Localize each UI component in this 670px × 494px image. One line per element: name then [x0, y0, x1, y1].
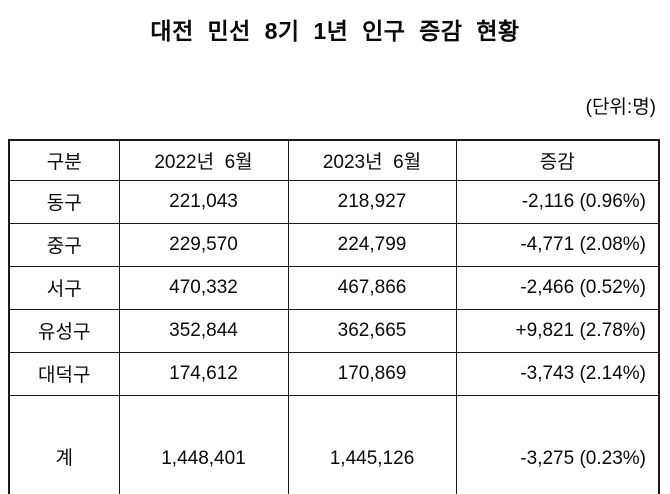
district-cell: 동구	[8, 179, 120, 224]
header-row: 구분 2022년 6월 2023년 6월 증감	[8, 139, 660, 181]
total-change-cell: -3,275 (0.23%) +8,872 (1.32%)	[455, 394, 660, 494]
total-jun2023: 1,445,126	[329, 447, 415, 469]
change-cell: -2,466 (0.52%)	[455, 265, 660, 310]
table-row-yuseonggu: 유성구 352,844 362,665 +9,821 (2.78%)	[8, 308, 660, 353]
district-cell: 중구	[8, 222, 120, 267]
column-header-jun2022: 2022년 6월	[118, 139, 289, 181]
table-row-donggu: 동구 221,043 218,927 -2,116 (0.96%)	[8, 179, 660, 224]
total-label: 계	[55, 447, 73, 469]
district-cell: 유성구	[8, 308, 120, 353]
table-total-row: 계 (세대수) 1,448,401 (670,279) 1,445,126 (6…	[8, 394, 660, 494]
page-title: 대전 민선 8기 1년 인구 증감 현황	[150, 18, 520, 44]
jun2022-cell: 352,844	[118, 308, 289, 353]
jun2023-cell: 170,869	[287, 351, 457, 396]
table-row-seogu: 서구 470,332 467,866 -2,466 (0.52%)	[8, 265, 660, 310]
column-header-change: 증감	[455, 139, 660, 181]
jun2022-cell: 221,043	[118, 179, 289, 224]
total-jun2022: 1,448,401	[161, 447, 246, 469]
table-row-daedeokgu: 대덕구 174,612 170,869 -3,743 (2.14%)	[8, 351, 660, 396]
column-header-category: 구분	[8, 139, 120, 181]
jun2022-cell: 229,570	[118, 222, 289, 267]
jun2023-cell: 362,665	[287, 308, 457, 353]
column-header-jun2023: 2023년 6월	[287, 139, 457, 181]
total-change: -3,275 (0.23%)	[520, 447, 646, 469]
jun2023-cell: 218,927	[287, 179, 457, 224]
jun2023-cell: 467,866	[287, 265, 457, 310]
table-row-junggu: 중구 229,570 224,799 -4,771 (2.08%)	[8, 222, 660, 267]
change-cell: -3,743 (2.14%)	[455, 351, 660, 396]
total-jun2023-cell: 1,445,126 (679,151)	[287, 394, 457, 494]
total-label-cell: 계 (세대수)	[8, 394, 120, 494]
district-cell: 서구	[8, 265, 120, 310]
jun2023-cell: 224,799	[287, 222, 457, 267]
jun2022-cell: 174,612	[118, 351, 289, 396]
district-cell: 대덕구	[8, 351, 120, 396]
total-jun2022-cell: 1,448,401 (670,279)	[118, 394, 289, 494]
change-cell: -4,771 (2.08%)	[455, 222, 660, 267]
change-cell: +9,821 (2.78%)	[455, 308, 660, 353]
jun2022-cell: 470,332	[118, 265, 289, 310]
population-table: 구분 2022년 6월 2023년 6월 증감 동구 221,043 218,9…	[8, 139, 660, 494]
change-cell: -2,116 (0.96%)	[455, 179, 660, 224]
unit-label: (단위:명)	[585, 97, 656, 118]
